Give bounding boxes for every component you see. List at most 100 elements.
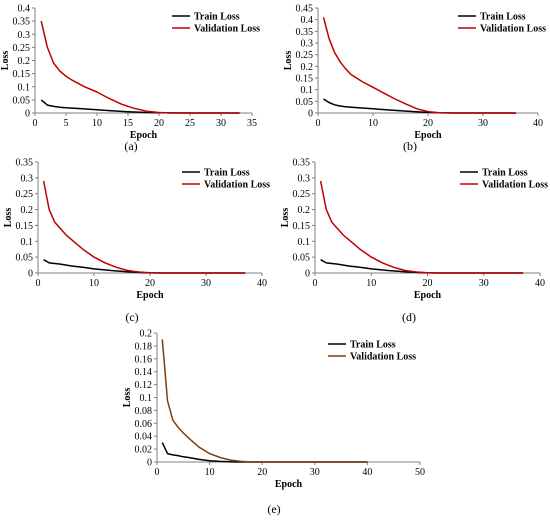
y-tick-label: 0.2 [301, 62, 314, 73]
y-tick-label: 0 [25, 109, 30, 120]
y-tick-label: 0.05 [16, 253, 34, 264]
x-tick-label: 10 [368, 118, 378, 129]
x-tick-label: 30 [479, 278, 489, 289]
legend-label-validation: Validation Loss [350, 352, 416, 363]
y-tick-label: 0.05 [13, 95, 31, 106]
y-tick-label: 0.2 [298, 205, 311, 216]
y-tick-label: 0.02 [135, 445, 153, 456]
x-tick-label: 20 [257, 467, 267, 478]
y-tick-label: 0.12 [135, 380, 153, 391]
y-tick-label: 0.2 [140, 329, 153, 340]
chart-panel: 0 0.05 0.1 0.15 0.2 0.25 0.3 0.35 0.4 0 5 10 15 20 25 3… [0, 4, 260, 154]
y-tick-label: 0.25 [13, 43, 31, 54]
legend-label-validation: Validation Loss [204, 180, 270, 191]
x-axis-label: Epoch [414, 130, 442, 141]
y-tick-label: 0.05 [296, 97, 314, 108]
validation-loss-line [319, 180, 524, 274]
x-tick-label: 40 [535, 278, 545, 289]
x-tick-label: 40 [362, 467, 372, 478]
y-tick-label: 0.18 [135, 341, 153, 352]
x-tick-label: 5 [64, 118, 69, 129]
y-tick-label: 0 [147, 458, 152, 469]
y-tick-label: 0.04 [135, 432, 153, 443]
y-tick-label: 0.15 [13, 69, 31, 80]
panel-caption: (c) [125, 310, 138, 324]
x-tick-label: 10 [366, 278, 376, 289]
x-tick-label: 20 [423, 278, 433, 289]
x-tick-label: 30 [310, 467, 320, 478]
panel-caption: (b) [403, 139, 417, 153]
validation-loss-line [42, 180, 246, 274]
y-axis-label: Loss [280, 208, 291, 228]
y-tick-label: 0.1 [21, 237, 34, 248]
y-tick-label: 0.4 [301, 15, 314, 26]
y-tick-label: 0.16 [135, 354, 153, 365]
y-tick-label: 0.35 [293, 158, 311, 169]
y-tick-label: 0.35 [13, 17, 31, 28]
x-axis-label: Epoch [136, 290, 164, 301]
y-tick-label: 0.45 [296, 4, 314, 15]
x-tick-label: 10 [92, 118, 102, 129]
train-loss-line [161, 442, 368, 463]
train-loss-line [43, 259, 246, 274]
x-axis-label: Epoch [414, 290, 442, 301]
y-tick-label: 0 [28, 269, 33, 280]
y-axis-label: Loss [0, 51, 11, 71]
validation-loss-line [161, 339, 368, 463]
x-tick-label: 25 [185, 118, 195, 129]
y-tick-label: 0 [305, 269, 310, 280]
chart-panel: 00.050.10.150.20.250.30.350.40.45 0 10 20 30… [283, 4, 546, 154]
train-loss-line [323, 98, 516, 114]
y-tick-label: 0.25 [296, 50, 314, 61]
x-tick-label: 50 [415, 467, 425, 478]
y-axis-label: Loss [3, 208, 14, 228]
y-tick-label: 0.14 [135, 367, 153, 378]
y-tick-label: 0.35 [16, 158, 34, 169]
y-tick-label: 0 [308, 109, 313, 120]
y-tick-label: 0.4 [18, 4, 31, 15]
chart-panel: 00.020.040.060.080.10.120.140.160.180.20… [122, 329, 425, 517]
y-tick-label: 0.05 [293, 253, 311, 264]
x-tick-label: 0 [313, 278, 318, 289]
y-tick-label: 0.2 [18, 56, 31, 67]
y-tick-label: 0.3 [18, 30, 31, 41]
y-tick-label: 0.25 [16, 189, 34, 200]
y-tick-label: 0.15 [293, 221, 311, 232]
legend-label-validation: Validation Loss [482, 180, 548, 191]
y-tick-label: 0.3 [21, 173, 34, 184]
y-axis-label: Loss [283, 51, 294, 71]
legend-label-validation: Validation Loss [194, 24, 260, 35]
y-tick-label: 0.25 [293, 189, 311, 200]
y-tick-label: 0.1 [140, 393, 153, 404]
x-tick-label: 0 [33, 118, 38, 129]
x-tick-label: 40 [257, 278, 267, 289]
y-tick-label: 0.06 [135, 419, 153, 430]
legend-label-train: Train Loss [482, 168, 528, 179]
y-tick-label: 0.3 [298, 173, 311, 184]
legend-label-validation: Validation Loss [480, 24, 546, 35]
chart-panel: 0 0.05 0.1 0.15 0.2 0.25 0.3 0.35 0 10 20 30 40 Epoch… [3, 158, 270, 325]
y-tick-label: 0.15 [296, 74, 314, 85]
validation-loss-line [322, 17, 516, 114]
chart-panel: 0 0.05 0.1 0.15 0.2 0.25 0.3 0.35 0 10 20 30 40 Epoch… [280, 158, 548, 325]
x-tick-label: 10 [205, 467, 215, 478]
train-loss-line [40, 99, 240, 114]
x-tick-label: 10 [89, 278, 99, 289]
legend-label-train: Train Loss [350, 340, 396, 351]
train-loss-line [320, 259, 524, 274]
y-tick-label: 0.1 [298, 237, 311, 248]
y-tick-label: 0.1 [18, 82, 31, 93]
y-tick-label: 0.2 [21, 205, 34, 216]
validation-loss-line [40, 20, 240, 114]
x-tick-label: 30 [201, 278, 211, 289]
legend-label-train: Train Loss [194, 12, 240, 23]
x-tick-label: 0 [155, 467, 160, 478]
x-tick-label: 35 [247, 118, 257, 129]
legend-label-train: Train Loss [204, 168, 250, 179]
legend-label-train: Train Loss [480, 12, 526, 23]
panel-caption: (d) [402, 310, 416, 324]
x-axis-label: Epoch [130, 130, 158, 141]
y-axis-label: Loss [122, 388, 133, 408]
x-tick-label: 40 [533, 118, 543, 129]
